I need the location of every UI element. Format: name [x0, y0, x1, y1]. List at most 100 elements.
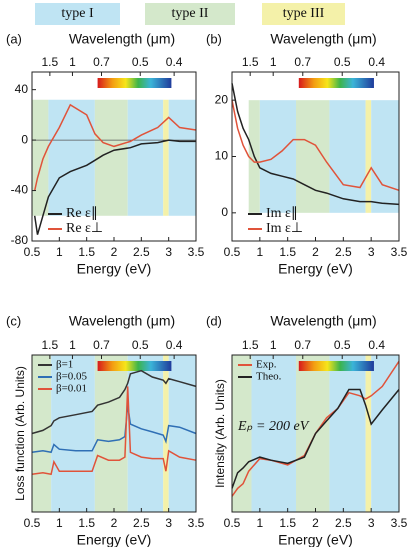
x-tick-label: 2.5	[133, 245, 150, 259]
band-legend-label: type II	[172, 6, 209, 21]
y-tick-label: 0	[221, 205, 228, 219]
legend-label: Exp.	[256, 359, 277, 371]
band-legend-swatch	[145, 3, 235, 25]
series-line	[231, 100, 400, 192]
band	[163, 99, 169, 216]
x2-tick-label: 1.5	[42, 338, 59, 352]
x2-tick-label: 1	[69, 55, 76, 69]
x-axis-label: Energy (eV)	[77, 261, 152, 277]
legend-label: Theo.	[256, 371, 282, 383]
x-tick-label: 1.5	[78, 516, 95, 530]
series-line	[33, 103, 197, 191]
x2-tick-label: 1	[270, 338, 277, 352]
panel-label: (c)	[6, 313, 21, 328]
x-tick-label: 2	[312, 516, 319, 530]
series-line	[231, 388, 400, 489]
annotation: Eₚ = 200 eV	[237, 419, 310, 434]
band	[329, 100, 366, 213]
x-tick-label: 1.5	[279, 245, 296, 259]
series-line	[33, 139, 196, 235]
colorbar	[298, 78, 374, 88]
legend-label: β=0.05	[56, 371, 88, 383]
x-tick-label: 1.5	[78, 245, 95, 259]
x2-tick-label: 0.7	[294, 55, 311, 69]
band	[329, 355, 366, 512]
band	[51, 355, 95, 512]
x-tick-label: 1	[256, 516, 263, 530]
colorbar	[298, 361, 374, 371]
x-tick-label: 3.5	[188, 245, 205, 259]
legend-label: Re ε⊥	[66, 221, 103, 236]
x2-tick-label: 0.7	[93, 55, 110, 69]
x2-tick-label: 1	[270, 55, 277, 69]
band	[371, 355, 399, 512]
y-tick-label: 0	[21, 132, 28, 146]
x-tick-label: 3	[165, 516, 172, 530]
x-tick-label: 1	[56, 245, 63, 259]
x2-tick-label: 0.7	[93, 338, 110, 352]
x2-tick-label: 1.5	[242, 338, 259, 352]
series-line	[31, 405, 197, 454]
legend-label: Im ε∥	[266, 206, 298, 221]
y-tick-label: 20	[215, 92, 229, 106]
y-axis-label: Loss function (Arb. Units)	[13, 366, 27, 501]
x-tick-label: 2.5	[335, 245, 352, 259]
x2-tick-label: 0.5	[132, 55, 149, 69]
colorbar	[97, 78, 172, 88]
x-tick-label: 2	[111, 245, 118, 259]
colorbar	[97, 361, 172, 371]
x-tick-label: 2	[312, 245, 319, 259]
legend-label: β=0.01	[56, 383, 87, 395]
band	[168, 355, 196, 512]
band	[365, 355, 372, 512]
x-tick-label: 1.5	[279, 516, 296, 530]
x-axis-label: Energy (eV)	[77, 532, 152, 547]
band-legend-swatch	[262, 3, 345, 25]
x-tick-label: 2.5	[133, 516, 150, 530]
series-line	[31, 386, 197, 476]
legend-label: Re ε∥	[66, 206, 98, 221]
x2-axis-label: Wavelength (μm)	[69, 31, 175, 47]
series-line	[31, 369, 197, 435]
band-legend-label: type III	[283, 6, 325, 21]
series-line	[231, 83, 400, 206]
legend-label: Im ε⊥	[266, 221, 303, 236]
x2-tick-label: 1.5	[242, 55, 259, 69]
x-tick-label: 2.5	[335, 516, 352, 530]
x2-axis-label: Wavelength (μm)	[270, 31, 376, 47]
x-tick-label: 0.5	[224, 245, 241, 259]
band	[163, 355, 169, 512]
x2-tick-label: 1	[69, 338, 76, 352]
x-tick-label: 3.5	[391, 516, 408, 530]
x-tick-label: 1	[56, 516, 63, 530]
x-tick-label: 0.5	[224, 516, 241, 530]
x-tick-label: 0.5	[24, 516, 41, 530]
band	[296, 100, 330, 213]
x2-tick-label: 0.5	[334, 55, 351, 69]
band	[371, 100, 399, 213]
band	[127, 99, 164, 216]
x-axis-label: Energy (eV)	[278, 532, 353, 547]
band	[296, 355, 330, 512]
x-tick-label: 3	[368, 245, 375, 259]
x2-tick-label: 0.4	[368, 55, 385, 69]
band	[94, 355, 128, 512]
x-tick-label: 3.5	[391, 245, 408, 259]
x2-tick-label: 0.7	[294, 338, 311, 352]
x-axis-label: Energy (eV)	[278, 261, 353, 277]
y-tick-label: -80	[11, 233, 29, 247]
band	[48, 99, 95, 216]
x2-tick-label: 0.5	[334, 338, 351, 352]
panel-label: (b)	[206, 31, 222, 46]
x-tick-label: 3	[165, 245, 172, 259]
x2-tick-label: 0.5	[132, 338, 149, 352]
panel-label: (a)	[6, 31, 22, 46]
legend-label: β=1	[56, 359, 73, 371]
x-tick-label: 1	[256, 245, 263, 259]
band	[365, 100, 372, 213]
x2-tick-label: 0.4	[166, 338, 183, 352]
x2-axis-label: Wavelength (μm)	[69, 313, 175, 329]
band	[259, 100, 297, 213]
x2-tick-label: 1.5	[42, 55, 59, 69]
